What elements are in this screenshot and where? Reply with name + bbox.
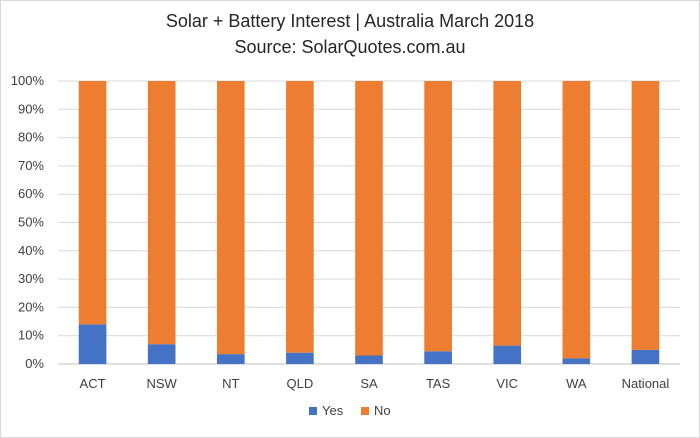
bar-no-wa xyxy=(562,81,591,359)
legend-swatch-no xyxy=(361,407,369,415)
x-tick-label: SA xyxy=(360,376,378,391)
bar-no-tas xyxy=(424,81,452,352)
bar-yes-nsw xyxy=(147,344,176,364)
y-tick-label: 100% xyxy=(11,73,45,88)
bar-yes-wa xyxy=(562,358,591,364)
x-tick-label: NSW xyxy=(146,376,177,391)
legend-label-yes: Yes xyxy=(322,403,344,418)
y-tick-label: 90% xyxy=(18,101,44,116)
y-tick-label: 20% xyxy=(18,299,44,314)
bar-yes-national xyxy=(631,349,660,364)
x-tick-label: VIC xyxy=(496,376,518,391)
bar-no-national xyxy=(631,81,660,350)
legend-label-no: No xyxy=(374,403,391,418)
x-tick-label: TAS xyxy=(426,376,451,391)
legend: Yes No xyxy=(309,403,391,418)
y-tick-label: 50% xyxy=(18,215,44,230)
y-tick-label: 30% xyxy=(18,271,44,286)
x-tick-label: NT xyxy=(222,376,239,391)
x-tick-label: QLD xyxy=(287,376,314,391)
y-tick-label: 10% xyxy=(18,328,44,343)
bar-no-nsw xyxy=(147,81,176,345)
bar-yes-sa xyxy=(355,355,383,364)
bar-no-nt xyxy=(216,81,245,355)
bar-no-act xyxy=(78,81,107,325)
bar-yes-vic xyxy=(493,345,522,364)
y-tick-label: 80% xyxy=(18,130,44,145)
x-tick-label: WA xyxy=(566,376,587,391)
y-tick-label: 70% xyxy=(18,158,44,173)
chart-subtitle: Source: SolarQuotes.com.au xyxy=(234,37,465,57)
x-tick-label: ACT xyxy=(80,376,106,391)
bar-no-qld xyxy=(286,81,314,353)
bars xyxy=(78,81,660,364)
x-axis: ACT NSW NT QLD SA TAS VIC WA National xyxy=(80,376,670,391)
bar-yes-nt xyxy=(216,354,245,364)
bar-yes-act xyxy=(78,324,107,364)
chart-title: Solar + Battery Interest | Australia Mar… xyxy=(166,11,534,31)
y-tick-label: 40% xyxy=(18,243,44,258)
y-tick-label: 60% xyxy=(18,186,44,201)
y-tick-label: 0% xyxy=(25,356,44,371)
bar-no-sa xyxy=(355,81,383,356)
legend-swatch-yes xyxy=(309,407,317,415)
bar-yes-tas xyxy=(424,351,452,364)
x-tick-label: National xyxy=(622,376,670,391)
y-axis: 0% 10% 20% 30% 40% 50% 60% 70% 80% 90% 100% xyxy=(11,73,45,371)
bar-yes-qld xyxy=(286,352,314,364)
bar-no-vic xyxy=(493,81,522,346)
